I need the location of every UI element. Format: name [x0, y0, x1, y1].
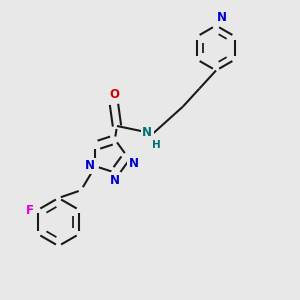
- Text: N: N: [110, 174, 120, 187]
- Text: N: N: [142, 126, 152, 140]
- Text: N: N: [128, 157, 138, 169]
- Text: N: N: [217, 11, 227, 24]
- Text: H: H: [152, 140, 161, 150]
- Text: F: F: [26, 203, 34, 217]
- Text: N: N: [85, 159, 94, 172]
- Text: O: O: [109, 88, 119, 101]
